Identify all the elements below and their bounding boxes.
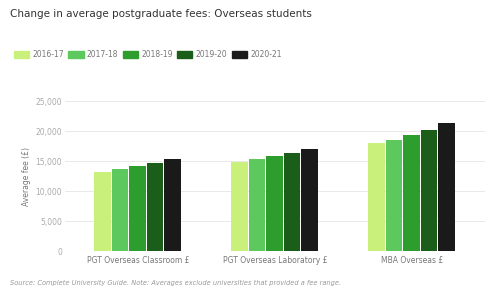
Bar xyxy=(112,169,128,251)
Text: Change in average postgraduate fees: Overseas students: Change in average postgraduate fees: Ove… xyxy=(10,9,312,19)
Bar xyxy=(301,149,318,251)
Bar xyxy=(368,143,385,251)
Bar xyxy=(129,166,146,251)
Bar xyxy=(438,123,455,251)
Bar xyxy=(421,130,438,251)
Y-axis label: Average fee (£): Average fee (£) xyxy=(22,147,32,206)
Bar xyxy=(231,162,248,251)
Bar xyxy=(266,156,283,251)
Bar xyxy=(94,172,111,251)
Bar xyxy=(386,140,402,251)
Bar xyxy=(146,163,164,251)
Bar xyxy=(164,160,181,251)
Text: Source: Complete University Guide. Note: Averages exclude universities that prov: Source: Complete University Guide. Note:… xyxy=(10,280,341,286)
Bar xyxy=(284,153,300,251)
Legend: 2016-17, 2017-18, 2018-19, 2019-20, 2020-21: 2016-17, 2017-18, 2018-19, 2019-20, 2020… xyxy=(14,50,281,59)
Bar xyxy=(404,136,420,251)
Bar xyxy=(248,160,266,251)
